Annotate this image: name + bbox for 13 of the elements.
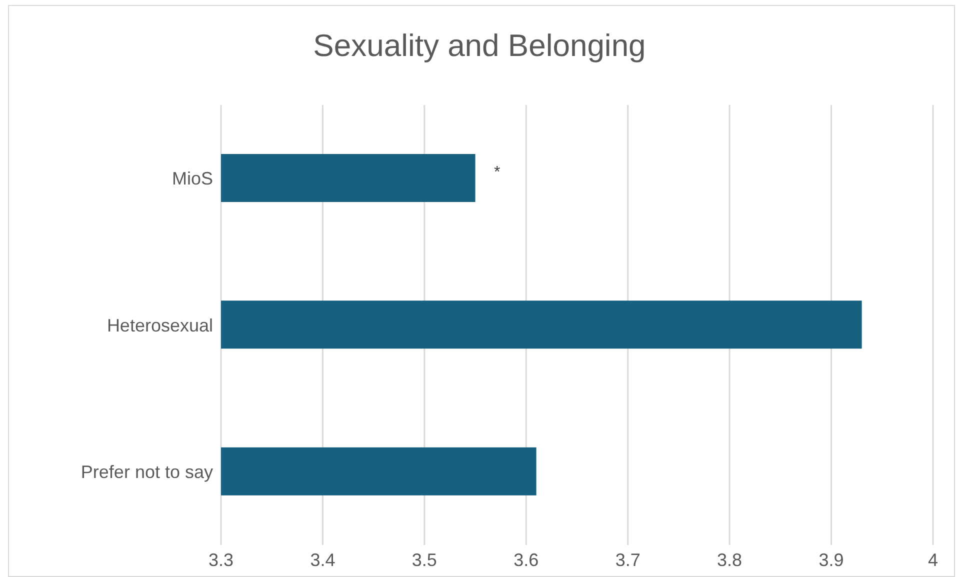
chart-title: Sexuality and Belonging [312,28,647,64]
x-tick-label: 3.9 [818,550,844,570]
y-tick-label: Heterosexual [106,315,213,336]
x-tick-label: 3.3 [208,550,234,570]
x-tick-label: 3.6 [514,550,539,570]
x-tick-label: 3.8 [717,550,742,570]
y-tick-label: Prefer not to say [80,462,213,482]
x-tick-label: 4 [928,550,938,570]
annotation: * [494,164,500,182]
x-tick-label: 3.5 [412,550,437,570]
x-tick-label: 3.7 [615,550,640,570]
y-tick-label: MioS [172,168,213,189]
x-tick-label: 3.4 [310,550,336,570]
